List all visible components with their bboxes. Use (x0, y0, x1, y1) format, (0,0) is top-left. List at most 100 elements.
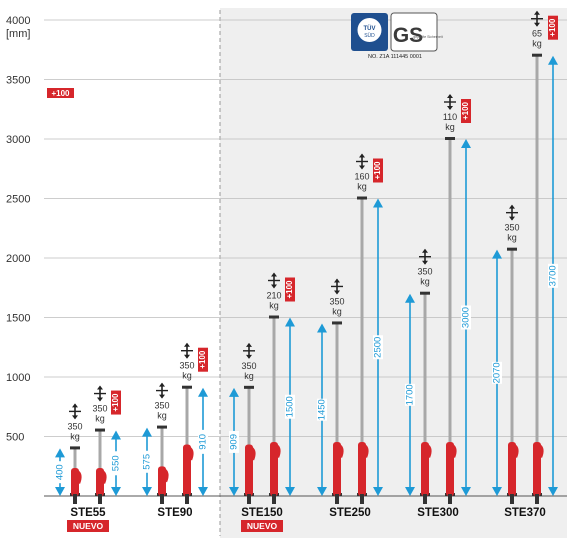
max-height-label: 910 (198, 434, 209, 450)
extension-tag: +100 (548, 15, 558, 40)
prop-head (445, 137, 455, 140)
props-layer: 400350kg550350kg+100575350kg910350kg+100… (55, 10, 559, 504)
svg-text:GS: GS (393, 24, 423, 47)
nuevo-badge: NUEVO (241, 520, 283, 532)
load-icon (506, 204, 518, 221)
prop-extended (182, 385, 194, 504)
extension-tag: +100 (461, 99, 471, 123)
y-tick-label: 2000 (6, 253, 30, 265)
load-max-value: 160 (354, 172, 369, 182)
prop-tube (272, 317, 276, 496)
load-min-unit: kg (70, 431, 80, 441)
prop-handle (102, 470, 107, 484)
prop-red-grip (158, 466, 166, 496)
prop-extended (445, 137, 457, 504)
tuv-logo-ring (357, 18, 382, 42)
model-label: STE55 (70, 507, 106, 519)
svg-text:SÜD: SÜD (364, 32, 375, 39)
extension-tag-label: +100 (373, 161, 382, 180)
prop-collapsed (420, 291, 432, 504)
model-label: STE150 (241, 507, 283, 519)
prop-handle (251, 446, 256, 461)
min-label-bg (492, 361, 502, 384)
prop-collapsed (507, 247, 519, 504)
prop-lower-sleeve (247, 494, 251, 504)
max-height-label: 3000 (461, 307, 472, 328)
load-min-value: 350 (241, 361, 256, 371)
min-height-label: 909 (229, 434, 240, 450)
prop-lower-sleeve (535, 494, 539, 504)
model-label: STE250 (329, 507, 371, 519)
svg-text:NO. Z1A 111445 0001: NO. Z1A 111445 0001 (368, 54, 422, 60)
prop-collapsed (157, 425, 169, 504)
load-max-unit: kg (357, 182, 367, 192)
load-icon (69, 403, 81, 420)
extension-tag-label: +100 (285, 280, 294, 299)
prop-handle (514, 444, 519, 458)
load-max-unit: kg (269, 301, 279, 311)
load-icon (419, 248, 431, 265)
svg-text:geprüfte Sicherheit: geprüfte Sicherheit (413, 35, 442, 39)
prop-extended (95, 428, 107, 504)
y-tick-label: 3500 (6, 75, 30, 87)
prop-lower-sleeve (272, 494, 276, 504)
prop-head (95, 428, 105, 432)
prop-red-grip (71, 468, 79, 496)
y-tick-label: 1000 (6, 372, 30, 384)
min-label-bg (317, 398, 327, 421)
load-icon (156, 382, 168, 399)
model-label: STE370 (504, 507, 546, 519)
y-tick-label: 2500 (6, 194, 30, 206)
min-height-label: 575 (142, 454, 153, 470)
min-label-bg (405, 383, 415, 406)
model-label: STE90 (157, 507, 192, 519)
load-max-unit: kg (532, 39, 542, 49)
load-max-unit: kg (95, 414, 105, 424)
max-label-bg (461, 305, 471, 330)
max-label-bg (373, 335, 383, 360)
load-max-value: 110 (443, 112, 457, 122)
nuevo-badge: NUEVO (67, 520, 109, 532)
min-label-bg (229, 430, 239, 453)
prop-handle (339, 444, 344, 458)
prop-tube (335, 323, 339, 496)
prop-handle (364, 444, 369, 458)
extension-tag-label: +100 (198, 350, 207, 369)
svg-text:+100: +100 (51, 89, 70, 98)
prop-tube (185, 387, 189, 496)
load-max-value: 350 (92, 404, 107, 414)
load-max-value: 210 (266, 291, 281, 301)
y-tick-label: 500 (6, 432, 24, 444)
prop-tube (535, 55, 539, 496)
load-icon (531, 10, 543, 27)
max-label-bg (548, 263, 558, 288)
load-icon (268, 272, 280, 289)
load-icon (444, 94, 456, 110)
extension-tag-label: +100 (548, 18, 557, 37)
prop-head (157, 425, 167, 429)
prop-handle (164, 468, 169, 483)
y-tick-label: 1500 (6, 313, 30, 325)
prop-head (182, 385, 192, 389)
svg-text:TÜV: TÜV (364, 25, 376, 32)
extension-tag: +100 (373, 158, 383, 183)
prop-lower-sleeve (335, 494, 339, 504)
prop-collapsed (70, 446, 82, 504)
prop-tube (423, 293, 427, 496)
prop-lower-sleeve (360, 494, 364, 504)
extension-tag-label: +100 (461, 101, 470, 120)
prop-tube (98, 430, 102, 496)
prop-handle (189, 446, 194, 461)
prop-tube (247, 387, 251, 496)
prop-extended (269, 315, 281, 504)
extension-tag-label: +100 (111, 393, 120, 412)
nuevo-badge-label: NUEVO (247, 521, 278, 531)
max-label-bg (111, 451, 121, 476)
max-label-bg (198, 429, 208, 454)
load-icon (243, 342, 255, 359)
